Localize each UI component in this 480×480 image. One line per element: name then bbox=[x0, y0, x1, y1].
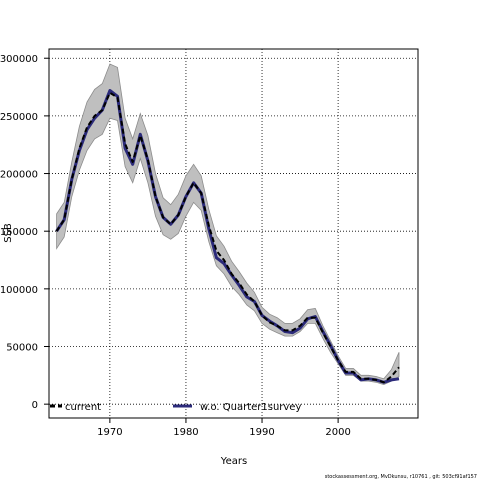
footer-credit: stockassessment.org, MvDkunsu, r10761 , … bbox=[325, 474, 477, 480]
y-tick-label: 0 bbox=[32, 400, 38, 411]
x-tick-label: 2000 bbox=[325, 427, 350, 438]
x-tick-label: 1980 bbox=[173, 427, 198, 438]
legend-current-label: current bbox=[65, 402, 101, 413]
series-layer bbox=[55, 89, 400, 384]
y-tick-label: 50000 bbox=[6, 343, 38, 354]
y-tick-label: 200000 bbox=[0, 170, 38, 181]
x-axis-ticks: 1970 1980 1990 2000 bbox=[97, 418, 351, 438]
confidence-band-layer bbox=[56, 63, 400, 386]
legend-wo-quarter1survey-label: w.o. Quarter1survey bbox=[200, 402, 301, 413]
x-tick-label: 1990 bbox=[249, 427, 274, 438]
series-line-wo-quarter1survey bbox=[55, 89, 400, 384]
y-tick-label: 100000 bbox=[0, 285, 38, 296]
y-tick-label: 250000 bbox=[0, 112, 38, 123]
y-tick-label: 300000 bbox=[0, 54, 38, 65]
y-tick-label: 150000 bbox=[0, 227, 38, 238]
x-tick-label: 1970 bbox=[97, 427, 122, 438]
series-line-current bbox=[55, 91, 400, 384]
y-axis-ticks: 0 50000 100000 150000 200000 250000 300000 bbox=[0, 54, 49, 411]
confidence-band bbox=[56, 63, 400, 386]
x-axis-title: Years bbox=[220, 456, 247, 467]
plot-frame bbox=[48, 48, 419, 419]
y-axis-title: SSB bbox=[3, 223, 14, 243]
legend: current w.o. Quarter1survey bbox=[50, 402, 301, 413]
